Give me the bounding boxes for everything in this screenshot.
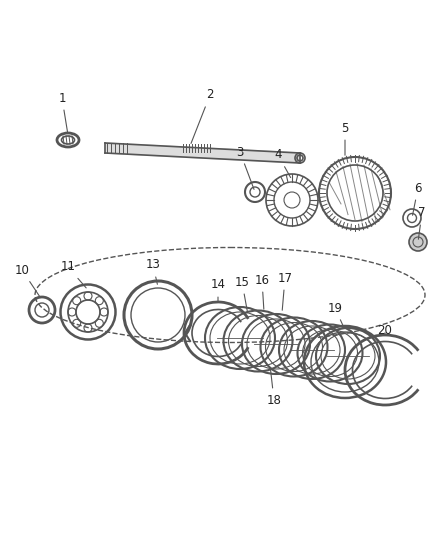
Text: 20: 20 — [378, 324, 392, 336]
Text: 13: 13 — [145, 259, 160, 284]
Text: 17: 17 — [278, 271, 293, 310]
Text: 16: 16 — [254, 273, 269, 309]
Text: 3: 3 — [237, 146, 254, 189]
Text: 5: 5 — [341, 122, 349, 155]
Text: 10: 10 — [14, 263, 40, 298]
Text: 2: 2 — [191, 88, 214, 143]
Text: 19: 19 — [328, 302, 344, 327]
Text: 14: 14 — [211, 279, 226, 302]
Text: 7: 7 — [418, 206, 426, 239]
Circle shape — [409, 233, 427, 251]
Text: 1: 1 — [58, 92, 67, 132]
Text: 15: 15 — [235, 276, 249, 312]
Text: 6: 6 — [413, 182, 422, 215]
Polygon shape — [105, 143, 300, 163]
Text: 4: 4 — [274, 149, 291, 177]
Text: 18: 18 — [267, 368, 282, 407]
Text: 11: 11 — [60, 261, 86, 288]
